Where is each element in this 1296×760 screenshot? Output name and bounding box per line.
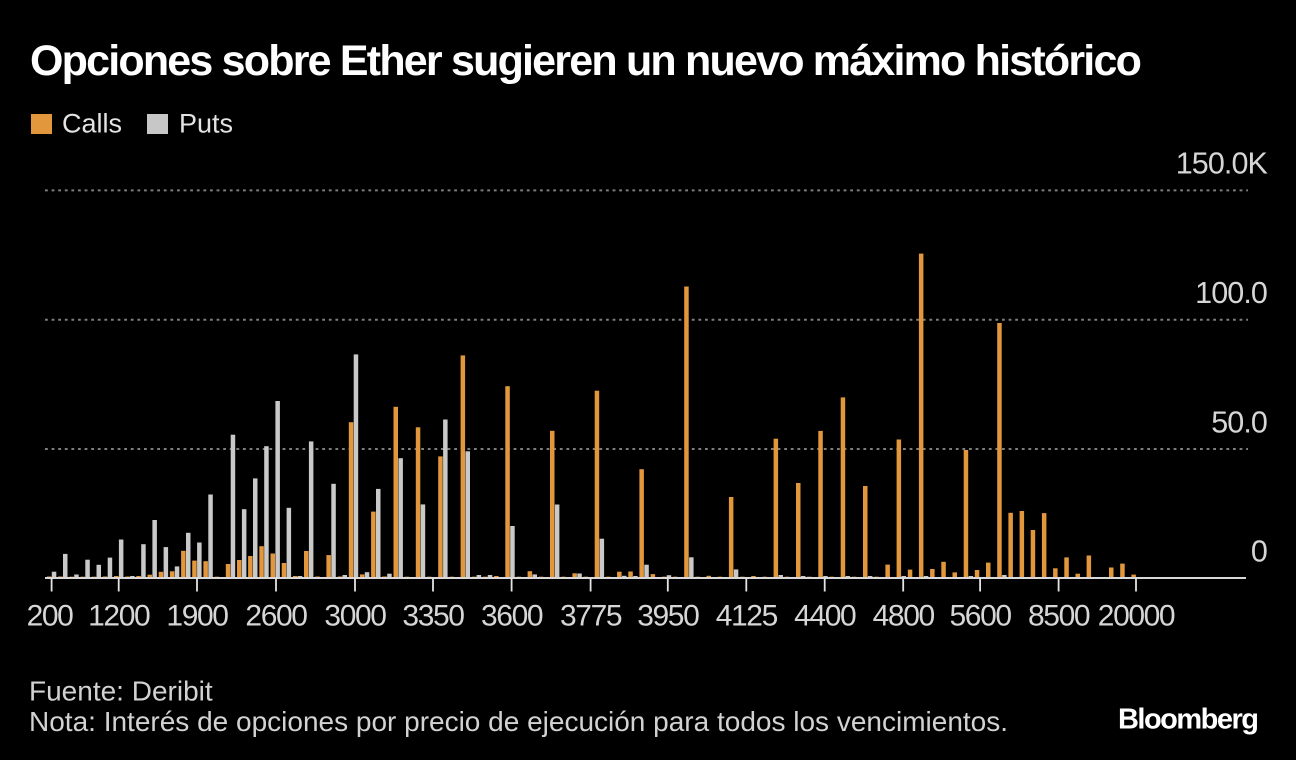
svg-text:3950: 3950 — [637, 600, 699, 633]
svg-text:150.0K: 150.0K — [1176, 147, 1268, 181]
svg-text:100.0: 100.0 — [1195, 276, 1267, 310]
svg-text:3775: 3775 — [560, 600, 622, 633]
svg-text:3350: 3350 — [402, 600, 464, 633]
svg-text:Opciones sobre Ether sugieren: Opciones sobre Ether sugieren un nuevo m… — [30, 37, 1141, 85]
svg-text:20000: 20000 — [1098, 600, 1175, 633]
svg-text:1900: 1900 — [166, 600, 228, 633]
svg-text:2600: 2600 — [245, 600, 307, 633]
svg-text:8500: 8500 — [1028, 600, 1090, 633]
svg-text:4400: 4400 — [794, 600, 856, 633]
svg-text:Nota: Interés de opciones por: Nota: Interés de opciones por precio de … — [29, 706, 1008, 737]
svg-text:Bloomberg: Bloomberg — [1118, 704, 1258, 736]
svg-text:4800: 4800 — [873, 600, 935, 633]
svg-text:0: 0 — [1251, 534, 1267, 568]
svg-text:5600: 5600 — [950, 600, 1012, 633]
svg-text:4125: 4125 — [716, 600, 778, 633]
svg-text:3600: 3600 — [481, 600, 543, 633]
svg-text:200: 200 — [27, 600, 74, 633]
svg-text:Fuente: Deribit: Fuente: Deribit — [29, 676, 213, 707]
svg-text:1200: 1200 — [88, 600, 150, 633]
svg-text:3000: 3000 — [324, 600, 386, 633]
svg-text:Calls: Calls — [62, 109, 122, 139]
svg-text:50.0: 50.0 — [1211, 405, 1267, 439]
svg-text:Puts: Puts — [179, 109, 233, 139]
